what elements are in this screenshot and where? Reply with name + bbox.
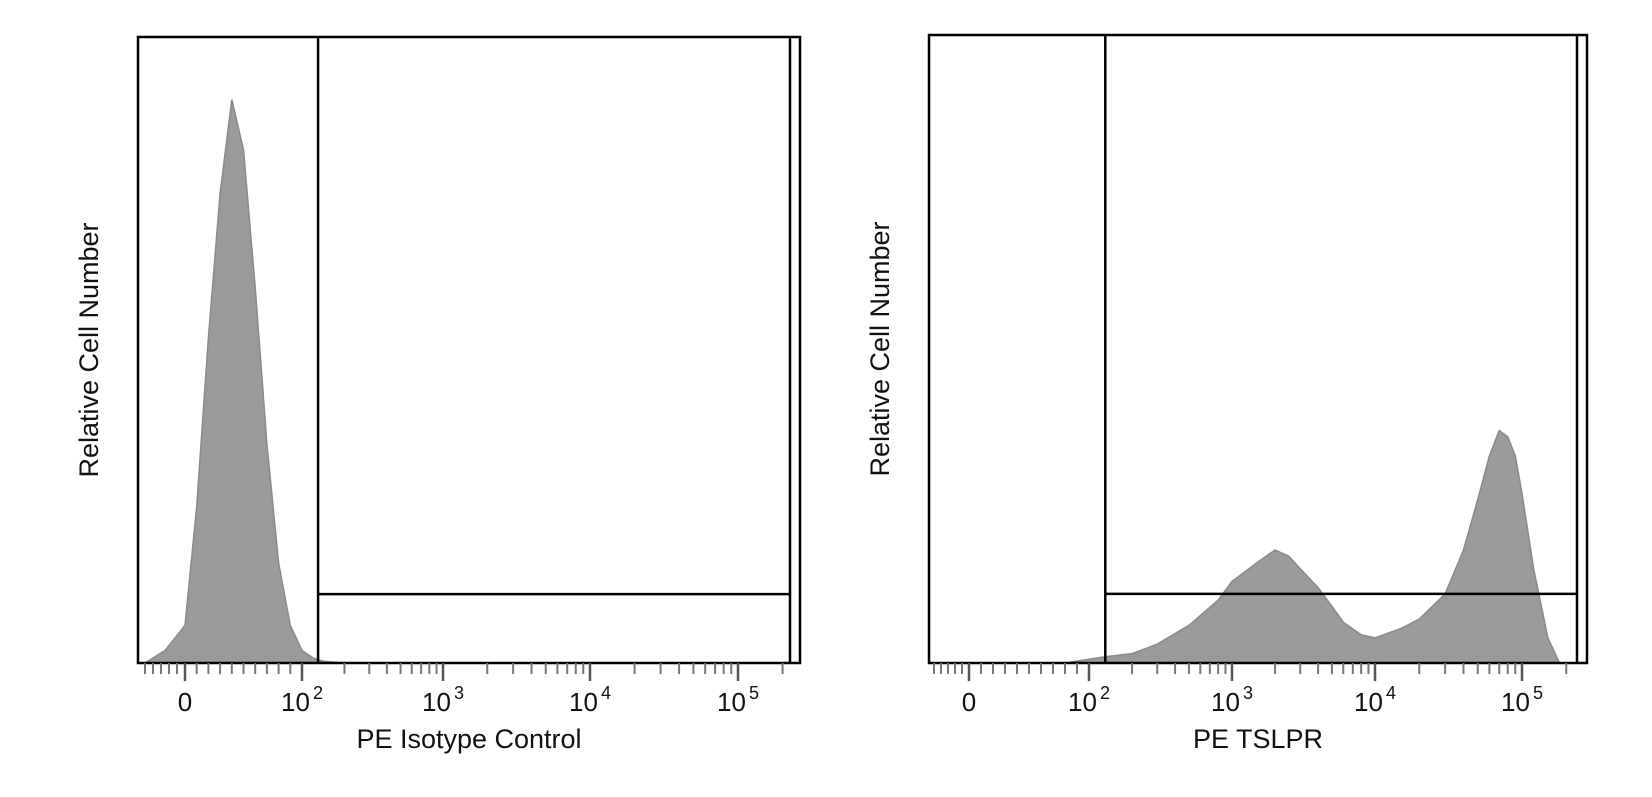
y-axis-title: Relative Cell Number (74, 222, 104, 477)
x-tick-label: 10 5 (717, 683, 759, 717)
histogram-area (142, 99, 345, 664)
x-tick-label: 0 (178, 687, 192, 717)
y-axis-title: Relative Cell Number (865, 221, 895, 476)
x-tick-label: 10 5 (1501, 683, 1543, 717)
x-tick-label: 10 4 (1354, 683, 1396, 717)
x-tick-label: 10 2 (281, 683, 323, 717)
plot-frame (927, 33, 1589, 665)
histogram-panel-tslpr: 0 10 2 10 3 10 4 10 5 PE TSLPR Relative Cell Numbe… (865, 33, 1589, 754)
x-tick-label: 10 4 (569, 683, 611, 717)
plot-frame (136, 35, 802, 665)
histogram-area (1064, 429, 1561, 664)
histogram-panel-isotype-control: 0 10 2 10 3 10 4 10 5 PE Isotype Control Relative … (74, 35, 802, 754)
x-axis-title: PE TSLPR (1193, 724, 1323, 754)
x-tick-label: 10 3 (422, 683, 464, 717)
x-tick-label: 0 (962, 687, 976, 717)
x-tick-label: 10 3 (1211, 683, 1253, 717)
x-axis-title: PE Isotype Control (356, 724, 581, 754)
x-tick-label: 10 2 (1068, 683, 1110, 717)
